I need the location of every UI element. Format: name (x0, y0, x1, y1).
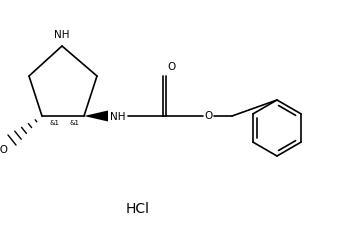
Polygon shape (84, 110, 108, 122)
Text: HO: HO (0, 145, 8, 155)
Text: &1: &1 (70, 120, 80, 126)
Text: HCl: HCl (125, 203, 149, 216)
Text: &1: &1 (49, 120, 59, 126)
Text: O: O (167, 62, 175, 72)
Text: O: O (204, 111, 212, 121)
Text: NH: NH (110, 112, 126, 122)
Text: NH: NH (54, 30, 70, 40)
